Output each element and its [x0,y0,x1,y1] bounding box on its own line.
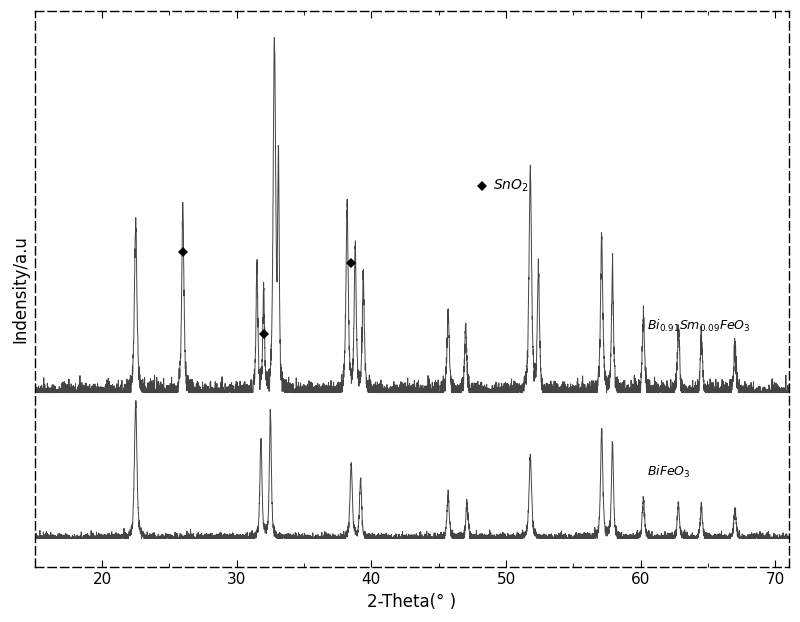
Text: SnO$_2$: SnO$_2$ [493,178,529,194]
Text: Bi$_{0.91}$Sm$_{0.09}$FeO$_3$: Bi$_{0.91}$Sm$_{0.09}$FeO$_3$ [647,318,751,335]
Text: BiFeO$_3$: BiFeO$_3$ [647,464,691,480]
Y-axis label: Indensity/a.u: Indensity/a.u [11,235,29,343]
X-axis label: 2-Theta(° ): 2-Theta(° ) [367,593,456,611]
